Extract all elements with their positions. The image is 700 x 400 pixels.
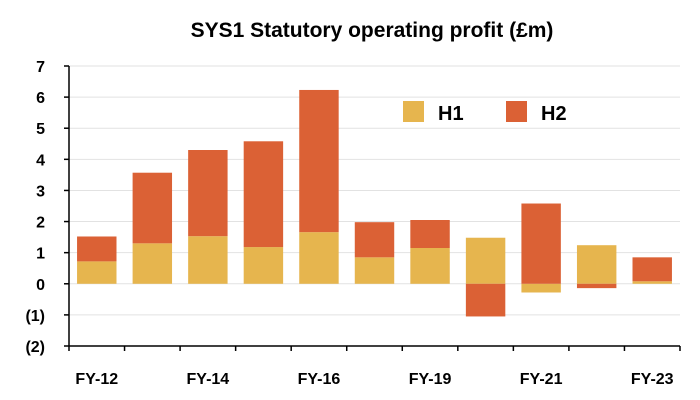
legend-swatch-h2 (506, 101, 527, 122)
bar-h1-fy-14 (188, 236, 228, 284)
legend-label-h2: H2 (541, 103, 567, 125)
bar-h1-fy-21 (521, 283, 561, 293)
bar-h1-fy-17 (354, 257, 395, 284)
legend: H1 H2 (403, 101, 567, 125)
bars (77, 89, 672, 317)
y-tick-label: 3 (36, 183, 45, 200)
y-tick-label: (2) (25, 339, 45, 356)
x-tick-label: FY-19 (409, 371, 452, 388)
bar-h1-fy-20 (465, 237, 506, 284)
bar-h1-fy-15 (243, 247, 284, 284)
y-tick-label: 5 (36, 121, 45, 138)
y-tick-label: 7 (36, 59, 45, 76)
y-tick-label: 6 (36, 90, 45, 107)
bar-h1-fy-13 (132, 243, 173, 284)
x-tick-label: FY-12 (75, 371, 118, 388)
y-tick-label: 1 (36, 246, 45, 263)
bar-h2-fy-23 (632, 257, 672, 282)
y-tick-label: (1) (25, 308, 45, 325)
x-tick-label: FY-14 (187, 371, 230, 388)
bar-h2-fy-21 (521, 203, 561, 284)
bar-h1-fy-16 (299, 232, 339, 284)
legend-swatch-h1 (403, 101, 424, 122)
bar-h1-fy-12 (77, 261, 117, 284)
bar-h2-fy-20 (465, 283, 506, 317)
x-tick-label: FY-21 (520, 371, 563, 388)
legend-label-h1: H1 (438, 103, 464, 125)
bar-h2-fy-22 (576, 283, 617, 289)
chart-title: SYS1 Statutory operating profit (£m) (191, 19, 554, 42)
axes: 7 6 5 4 3 2 1 0 (1) (2) FY-12 FY-14 FY-16 FY-19 FY-21 F… (25, 59, 681, 388)
bar-h2-fy-19 (410, 220, 450, 248)
y-tick-label: 4 (36, 152, 45, 169)
bar-h1-fy-22 (576, 245, 617, 284)
bar-h2-fy-16 (299, 89, 339, 233)
x-tick-label: FY-23 (631, 371, 674, 388)
bar-h2-fy-12 (77, 236, 117, 262)
y-tick-label: 0 (36, 277, 45, 294)
bar-h2-fy-14 (188, 150, 228, 237)
bar-h1-fy-19 (410, 248, 450, 284)
bar-h2-fy-17 (354, 222, 395, 258)
x-tick-label: FY-16 (298, 371, 341, 388)
y-tick-label: 2 (36, 215, 45, 232)
bar-h2-fy-15 (243, 141, 284, 248)
bar-h1-fy-23 (632, 281, 672, 284)
bar-h2-fy-13 (132, 172, 173, 244)
